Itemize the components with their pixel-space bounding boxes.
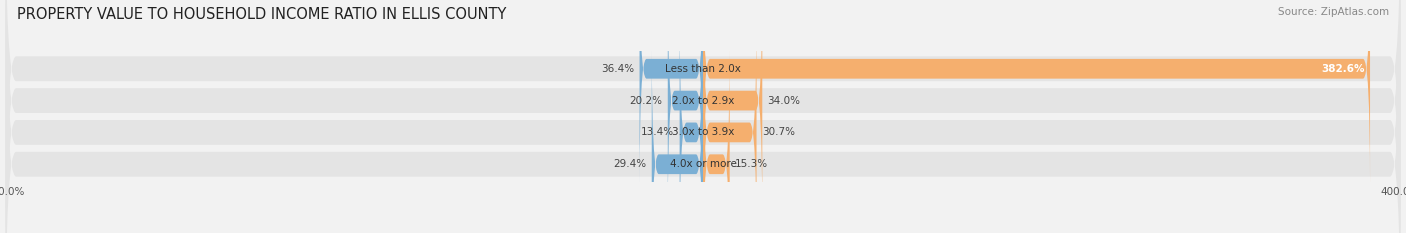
Text: 15.3%: 15.3% <box>735 159 768 169</box>
FancyBboxPatch shape <box>679 15 703 233</box>
Text: 13.4%: 13.4% <box>641 127 675 137</box>
FancyBboxPatch shape <box>6 0 1400 233</box>
FancyBboxPatch shape <box>703 0 762 218</box>
FancyBboxPatch shape <box>703 15 756 233</box>
Text: PROPERTY VALUE TO HOUSEHOLD INCOME RATIO IN ELLIS COUNTY: PROPERTY VALUE TO HOUSEHOLD INCOME RATIO… <box>17 7 506 22</box>
Text: 3.0x to 3.9x: 3.0x to 3.9x <box>672 127 734 137</box>
FancyBboxPatch shape <box>640 0 703 186</box>
Text: 29.4%: 29.4% <box>613 159 647 169</box>
FancyBboxPatch shape <box>6 0 1400 233</box>
Text: 20.2%: 20.2% <box>630 96 662 106</box>
Text: 4.0x or more: 4.0x or more <box>669 159 737 169</box>
FancyBboxPatch shape <box>703 0 1369 186</box>
FancyBboxPatch shape <box>652 47 703 233</box>
Text: Source: ZipAtlas.com: Source: ZipAtlas.com <box>1278 7 1389 17</box>
FancyBboxPatch shape <box>6 0 1400 233</box>
FancyBboxPatch shape <box>703 47 730 233</box>
Text: 36.4%: 36.4% <box>602 64 634 74</box>
Text: 382.6%: 382.6% <box>1322 64 1365 74</box>
Text: 34.0%: 34.0% <box>768 96 800 106</box>
Text: 2.0x to 2.9x: 2.0x to 2.9x <box>672 96 734 106</box>
FancyBboxPatch shape <box>668 0 703 218</box>
FancyBboxPatch shape <box>6 0 1400 233</box>
Text: Less than 2.0x: Less than 2.0x <box>665 64 741 74</box>
Text: 30.7%: 30.7% <box>762 127 794 137</box>
